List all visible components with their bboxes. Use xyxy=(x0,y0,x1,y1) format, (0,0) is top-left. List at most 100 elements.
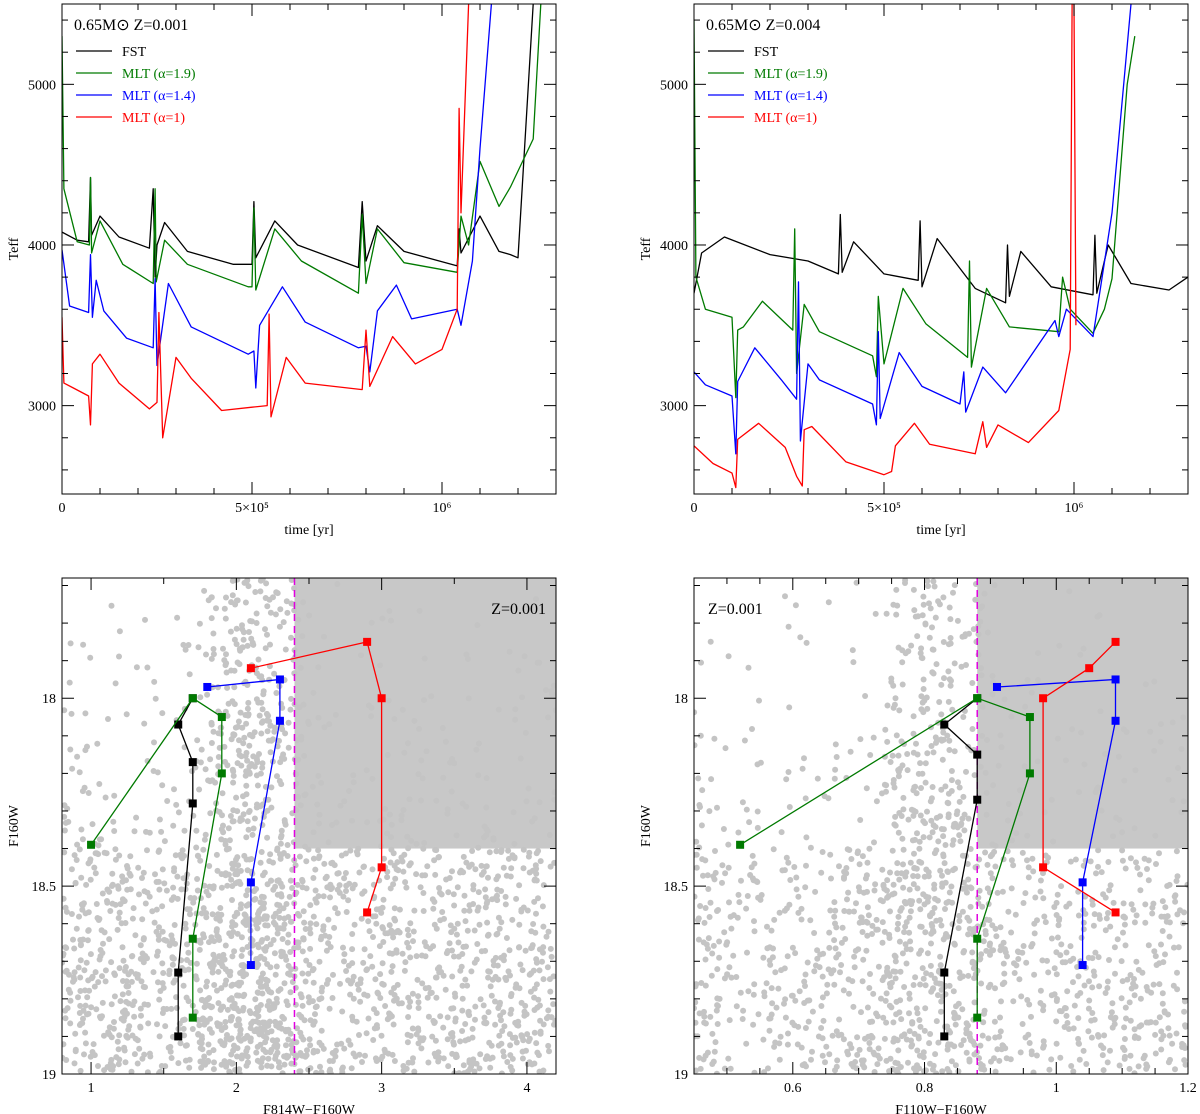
track-point xyxy=(275,716,284,725)
track-point xyxy=(940,968,949,977)
track-point xyxy=(1111,716,1120,725)
x-tick-label: 4 xyxy=(523,1081,530,1096)
panel-teff-z0004: 0.65M⊙ Z=0.004 FST MLT (α=1.9) MLT (α=1.4) M… xyxy=(639,3,1189,538)
axes-frame xyxy=(61,3,557,495)
y-tick-label: 5000 xyxy=(28,78,56,93)
series-mlt-1-4- xyxy=(992,675,1120,970)
track-point xyxy=(1025,769,1034,778)
y-tick-label: 4000 xyxy=(660,239,688,254)
track-point xyxy=(188,799,197,808)
track-point xyxy=(1025,713,1034,722)
plot-area xyxy=(62,4,542,439)
track-point xyxy=(174,968,183,977)
track-point xyxy=(188,1013,197,1022)
legend-entry: MLT (α=1.9) xyxy=(754,67,828,82)
legend-entry: MLT (α=1.4) xyxy=(122,89,196,104)
track-point xyxy=(246,961,255,970)
track-line xyxy=(90,697,223,1018)
track-point xyxy=(363,908,372,917)
track-line xyxy=(943,697,978,1037)
series-line-0 xyxy=(694,213,1188,304)
series-line-3 xyxy=(694,4,1077,489)
track-point xyxy=(1111,675,1120,684)
series-line-3 xyxy=(62,4,470,439)
x-tick-label: 5×10⁵ xyxy=(867,501,901,516)
track-point xyxy=(992,682,1001,691)
x-tick-label: 0.6 xyxy=(784,1081,802,1096)
x-tick-label: 10⁶ xyxy=(433,501,452,516)
plot-area xyxy=(62,578,556,1074)
y-axis-label: F160W xyxy=(7,804,22,847)
track-point xyxy=(217,713,226,722)
track-point xyxy=(246,878,255,887)
y-axis-label: Teff xyxy=(7,237,22,260)
legend-entry: FST xyxy=(754,45,779,60)
y-tick-label: 18 xyxy=(42,692,56,707)
track-line xyxy=(739,697,1031,1018)
legend-entry: FST xyxy=(122,45,147,60)
panel-title: 0.65M⊙ Z=0.004 xyxy=(706,17,820,34)
x-tick-label: 2 xyxy=(233,1081,240,1096)
background-stars xyxy=(694,578,1188,1074)
y-tick-label: 18.5 xyxy=(32,880,57,895)
legend-entry: MLT (α=1.4) xyxy=(754,89,828,104)
y-tick-label: 18.5 xyxy=(664,880,689,895)
panel-title: 0.65M⊙ Z=0.001 xyxy=(74,17,188,34)
track-point xyxy=(973,934,982,943)
track-point xyxy=(973,750,982,759)
track-point xyxy=(736,840,745,849)
panel-cmd-f110w: Z=0.001 0.6 0.8 1 1.2 18 18.5 19 F110W−F160W F160… xyxy=(639,577,1197,1114)
track-point xyxy=(1078,878,1087,887)
series-mlt-1- xyxy=(246,637,386,917)
x-axis-label: F110W−F160W xyxy=(895,1103,987,1114)
y-tick-label: 18 xyxy=(674,692,688,707)
x-tick-label: 10⁶ xyxy=(1065,501,1084,516)
track-point xyxy=(275,675,284,684)
plot-area xyxy=(694,578,1188,1074)
y-tick-label: 4000 xyxy=(28,239,56,254)
track-point xyxy=(217,769,226,778)
track-point xyxy=(1111,637,1120,646)
y-axis-label: Teff xyxy=(639,237,654,260)
panel-teff-z0001: 0.65M⊙ Z=0.001 FST MLT (α=1.9) MLT (α=1.4) M… xyxy=(7,3,557,538)
axes-frame xyxy=(693,3,1189,495)
track-point xyxy=(1039,694,1048,703)
y-tick-label: 3000 xyxy=(28,400,56,415)
series-mlt-1-9- xyxy=(87,694,226,1022)
y-tick-label: 5000 xyxy=(660,78,688,93)
series-line-2 xyxy=(694,4,1132,455)
y-axis-label: F160W xyxy=(639,804,654,847)
series-mlt-1-9- xyxy=(736,694,1034,1022)
background-stars xyxy=(62,578,556,1074)
series-line-1 xyxy=(694,20,1136,399)
track-point xyxy=(973,694,982,703)
track-point xyxy=(1085,664,1094,673)
track-point xyxy=(973,795,982,804)
x-tick-label: 1 xyxy=(88,1081,95,1096)
x-tick-label: 0.8 xyxy=(916,1081,934,1096)
track-point xyxy=(973,1013,982,1022)
track-point xyxy=(188,694,197,703)
track-point xyxy=(246,664,255,673)
panel-cmd-f814w: Z=0.001 1 2 3 4 18 18.5 19 F814W−F160W F160W xyxy=(7,577,557,1114)
legend-entry: MLT (α=1) xyxy=(122,111,185,126)
panel-label: Z=0.001 xyxy=(491,601,546,618)
x-tick-label: 1.2 xyxy=(1179,1081,1197,1096)
panel-label: Z=0.001 xyxy=(708,601,763,618)
x-tick-label: 1 xyxy=(1053,1081,1060,1096)
x-tick-label: 0 xyxy=(59,501,66,516)
x-axis-label: time [yr] xyxy=(284,523,333,538)
track-point xyxy=(174,720,183,729)
x-axis-label: time [yr] xyxy=(916,523,965,538)
series-mlt-1- xyxy=(1039,637,1120,917)
track-point xyxy=(203,682,212,691)
track-point xyxy=(377,863,386,872)
track-point xyxy=(940,720,949,729)
series-line-2 xyxy=(62,4,493,389)
series-line-1 xyxy=(62,4,542,294)
track-point xyxy=(1078,961,1087,970)
y-tick-label: 19 xyxy=(674,1068,688,1083)
legend-entry: MLT (α=1) xyxy=(754,111,817,126)
track-point xyxy=(174,1032,183,1041)
